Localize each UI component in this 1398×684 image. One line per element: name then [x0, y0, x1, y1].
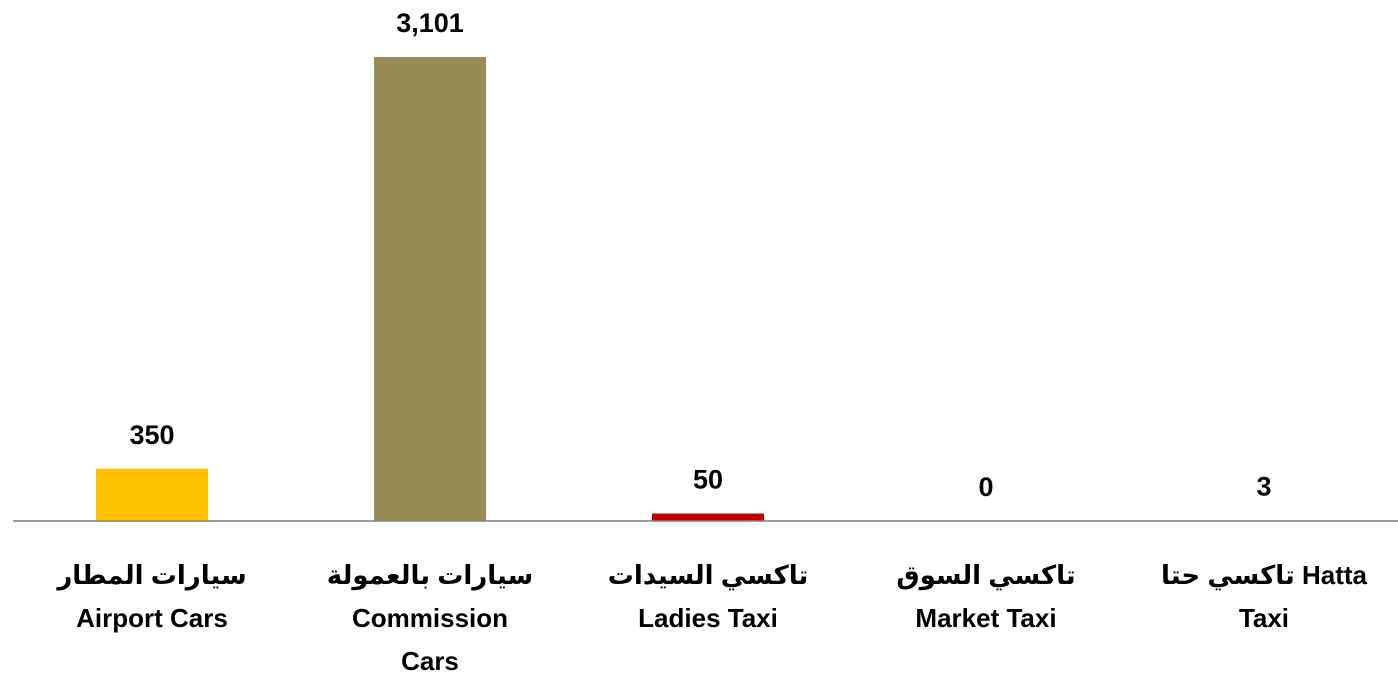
value-label: 350 [129, 420, 174, 450]
category-label: سيارات بالعمولة [327, 560, 533, 591]
category-label: تاكسي حتا Hatta [1161, 560, 1368, 590]
category-label: Airport Cars [76, 603, 228, 633]
bar [96, 468, 208, 521]
category-label: Market Taxi [915, 603, 1056, 633]
bar [374, 57, 486, 521]
value-label: 3,101 [396, 8, 464, 38]
value-label: 0 [978, 472, 993, 502]
category-label: Ladies Taxi [638, 603, 778, 633]
category-label: تاكسي السيدات [608, 560, 808, 590]
category-label: Cars [401, 646, 459, 676]
category-label: Taxi [1239, 603, 1289, 633]
value-label: 50 [693, 465, 723, 495]
category-label: تاكسي السوق [896, 560, 1075, 591]
category-label: سيارات المطار [55, 560, 246, 590]
category-label: Commission [352, 603, 508, 633]
value-label: 3 [1256, 472, 1271, 502]
bar [652, 513, 764, 521]
